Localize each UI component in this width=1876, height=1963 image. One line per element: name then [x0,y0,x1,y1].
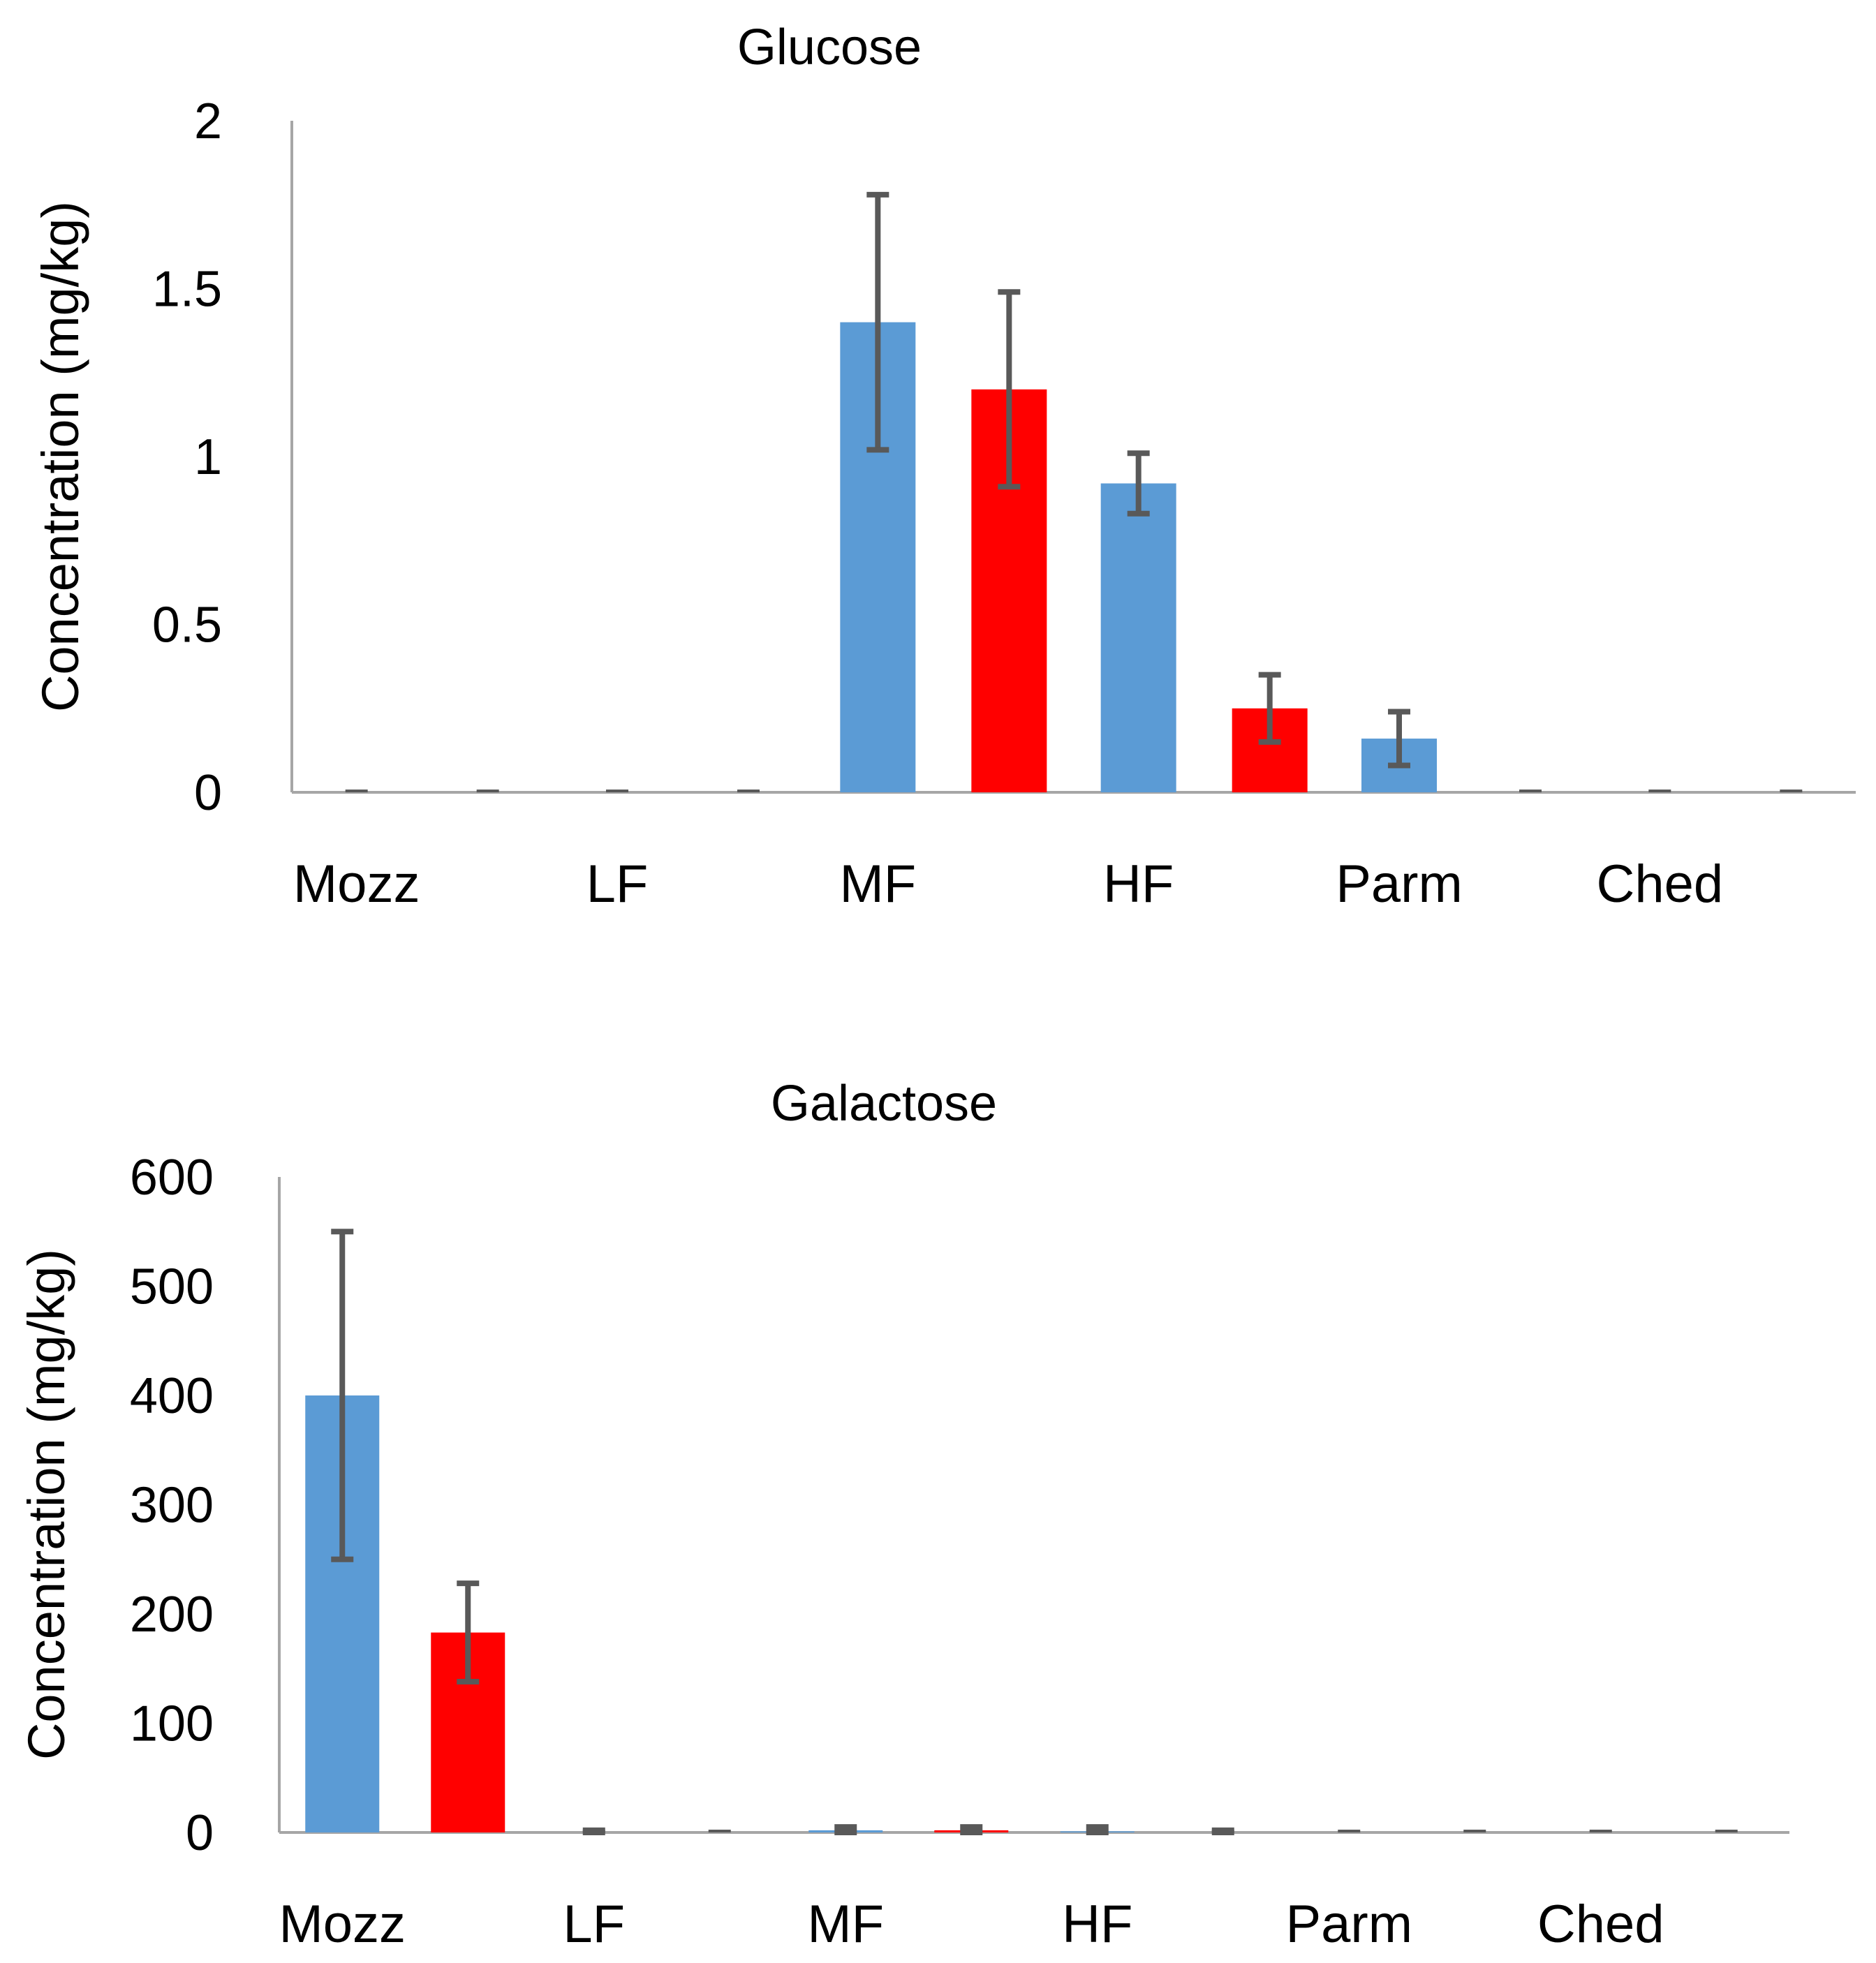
galactose-chart: Galactose Concentration (mg/kg) 0 100 200 300… [17,1076,1789,1954]
y-axis-label: Concentration (mg/kg) [17,1249,75,1760]
chart-title: Glucose [737,20,922,75]
x-tick-label: Mozz [293,854,420,914]
y-tick-label: 100 [130,1696,214,1752]
x-tick-label: MF [807,1895,884,1954]
error-bar-hf-red [1211,1827,1234,1835]
error-bar-mf-blue [834,1824,857,1835]
y-tick-label: 600 [130,1150,214,1206]
glucose-chart: Glucose Concentration (mg/kg) 0 0.5 1 1.5 2 Moz… [31,20,1856,914]
y-tick-label: 1 [194,429,222,485]
error-bar-mf-red [998,289,1021,490]
error-bar-hf-blue [1086,1824,1109,1835]
error-bar-hf-blue [1127,450,1150,517]
x-tick-label: Ched [1596,854,1723,914]
error-bar-mozz-blue [331,1229,354,1562]
chart-title: Galactose [771,1076,997,1132]
error-bar-mozz-red [457,1580,480,1685]
bar-hf-blue [1100,483,1176,792]
y-tick-label: 1.5 [152,262,222,318]
error-bar-lf-blue [582,1827,605,1835]
y-tick-label: 0 [186,1805,214,1861]
error-bar-mf-red [960,1824,983,1835]
x-tick-label: LF [563,1895,625,1954]
y-tick-label: 0.5 [152,598,222,653]
y-tick-label: 400 [130,1368,214,1424]
y-tick-label: 0 [194,765,222,821]
x-tick-label: Mozz [279,1895,406,1954]
y-tick-label: 300 [130,1478,214,1534]
y-tick-label: 2 [194,94,222,149]
y-tick-label: 500 [130,1259,214,1315]
y-axis-label: Concentration (mg/kg) [31,201,89,712]
error-bar-parm-blue [1388,709,1410,769]
x-tick-label: MF [839,854,916,914]
error-bar-mf-blue [866,191,889,453]
error-bar-hf-red [1258,672,1281,745]
x-tick-label: HF [1103,854,1174,914]
x-tick-label: LF [586,854,649,914]
y-tick-label: 200 [130,1587,214,1643]
x-tick-label: Parm [1336,854,1463,914]
x-tick-label: HF [1062,1895,1132,1954]
x-tick-label: Ched [1537,1895,1664,1954]
x-tick-label: Parm [1285,1895,1412,1954]
